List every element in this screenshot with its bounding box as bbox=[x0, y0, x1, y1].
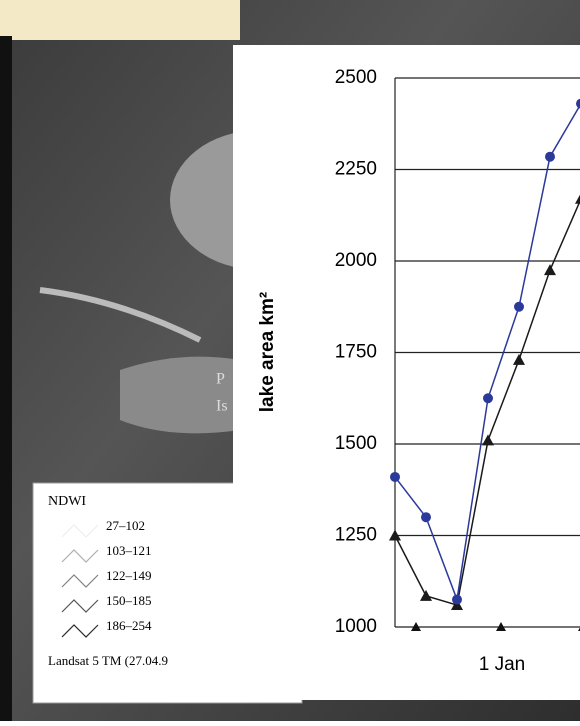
point bbox=[390, 471, 400, 482]
y-tick-label: 2500 bbox=[335, 67, 377, 88]
point bbox=[421, 512, 431, 523]
point bbox=[482, 434, 494, 446]
y-tick-label: 1750 bbox=[335, 342, 377, 363]
point bbox=[483, 393, 493, 404]
legend-swatch bbox=[61, 524, 99, 538]
legend-swatch bbox=[61, 574, 99, 588]
header-band bbox=[0, 0, 240, 40]
legend-label: 103–121 bbox=[106, 543, 152, 558]
legend-source: Landsat 5 TM (27.04.9 bbox=[48, 653, 168, 668]
point bbox=[575, 194, 580, 204]
y-tick-label: 2000 bbox=[335, 250, 377, 271]
y-tick-label: 1250 bbox=[335, 525, 377, 546]
chart-panel bbox=[233, 45, 580, 700]
map-label: Is bbox=[216, 398, 228, 415]
legend-rows: 27–102 103–121 122–149 150–185 186–254 bbox=[61, 518, 152, 638]
river bbox=[39, 287, 202, 343]
point bbox=[389, 529, 401, 541]
chart: 1000 1250 1500 1750 2000 2250 2500 1 Jan bbox=[335, 67, 580, 675]
axis-marker bbox=[496, 622, 506, 631]
legend-label: 27–102 bbox=[106, 518, 145, 533]
lake-shape bbox=[120, 356, 240, 434]
legend-label: 150–185 bbox=[106, 593, 152, 608]
point bbox=[544, 264, 556, 276]
legend-title: NDWI bbox=[48, 494, 86, 509]
point bbox=[576, 98, 580, 109]
legend-swatch bbox=[61, 549, 99, 563]
legend-label: 186–254 bbox=[106, 618, 152, 633]
y-tick-label: 1000 bbox=[335, 616, 377, 637]
y-axis-title: lake area km² bbox=[257, 292, 278, 412]
point bbox=[514, 301, 524, 312]
axis-marker bbox=[411, 622, 421, 631]
point bbox=[420, 589, 432, 601]
point bbox=[452, 594, 462, 605]
frame-edge bbox=[0, 36, 12, 721]
y-tick-label: 1500 bbox=[335, 433, 377, 454]
point bbox=[545, 151, 555, 162]
legend-swatch bbox=[61, 624, 99, 638]
y-tick-label: 2250 bbox=[335, 159, 377, 180]
map-label: P bbox=[216, 371, 225, 388]
point bbox=[513, 353, 525, 365]
x-tick-label: 1 Jan bbox=[479, 654, 525, 675]
legend-swatch bbox=[61, 599, 99, 613]
legend-label: 122–149 bbox=[106, 568, 152, 583]
